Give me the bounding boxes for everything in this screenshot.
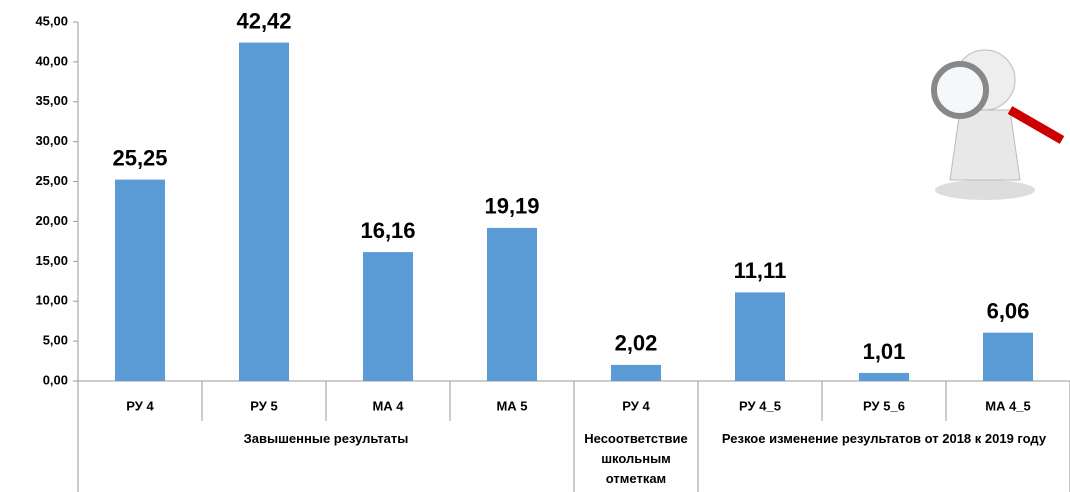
group-label: Резкое изменение результатов от 2018 к 2…: [721, 431, 1047, 446]
y-tick-label: 15,00: [35, 253, 68, 268]
bar: [363, 252, 413, 381]
x-tick-label: МА 4: [372, 398, 404, 413]
bar: [115, 179, 165, 381]
x-tick-label: РУ 4: [126, 398, 154, 413]
y-tick-label: 30,00: [35, 133, 68, 148]
y-tick-label: 40,00: [35, 53, 68, 68]
bar: [611, 364, 661, 381]
bar: [859, 372, 909, 381]
y-tick-label: 10,00: [35, 293, 68, 308]
group-label-box: Завышенные результаты: [243, 431, 409, 446]
group-label-box: Резкое изменение результатов от 2018 к 2…: [721, 431, 1047, 446]
group-label: Завышенные результаты: [243, 431, 409, 446]
value-label: 16,16: [360, 218, 415, 243]
value-label: 2,02: [615, 331, 658, 356]
group-label-box: Несоответствие школьным отметкам: [584, 431, 688, 486]
y-tick-label: 45,00: [35, 13, 68, 28]
value-label: 6,06: [987, 298, 1030, 323]
y-tick-label: 25,00: [35, 173, 68, 188]
x-tick-label: РУ 4_5: [739, 398, 781, 413]
value-label: 19,19: [484, 194, 539, 219]
y-tick-label: 35,00: [35, 93, 68, 108]
x-tick-label: МА 5: [496, 398, 527, 413]
x-tick-label: РУ 4: [622, 398, 650, 413]
y-tick-label: 0,00: [43, 372, 68, 387]
value-label: 25,25: [112, 145, 167, 170]
x-tick-label: РУ 5: [250, 398, 277, 413]
value-label: 1,01: [863, 339, 906, 364]
bar: [239, 42, 289, 381]
magnifier-figure: [931, 49, 1065, 200]
y-tick-label: 5,00: [43, 333, 68, 348]
group-label: Несоответствие школьным отметкам: [584, 431, 688, 486]
bar: [487, 227, 537, 381]
bar: [983, 332, 1033, 381]
x-tick-label: МА 4_5: [985, 398, 1031, 413]
value-label: 11,11: [734, 258, 787, 283]
x-tick-label: РУ 5_6: [863, 398, 905, 413]
value-label: 42,42: [236, 8, 291, 33]
y-tick-label: 20,00: [35, 213, 68, 228]
bar: [735, 292, 785, 381]
